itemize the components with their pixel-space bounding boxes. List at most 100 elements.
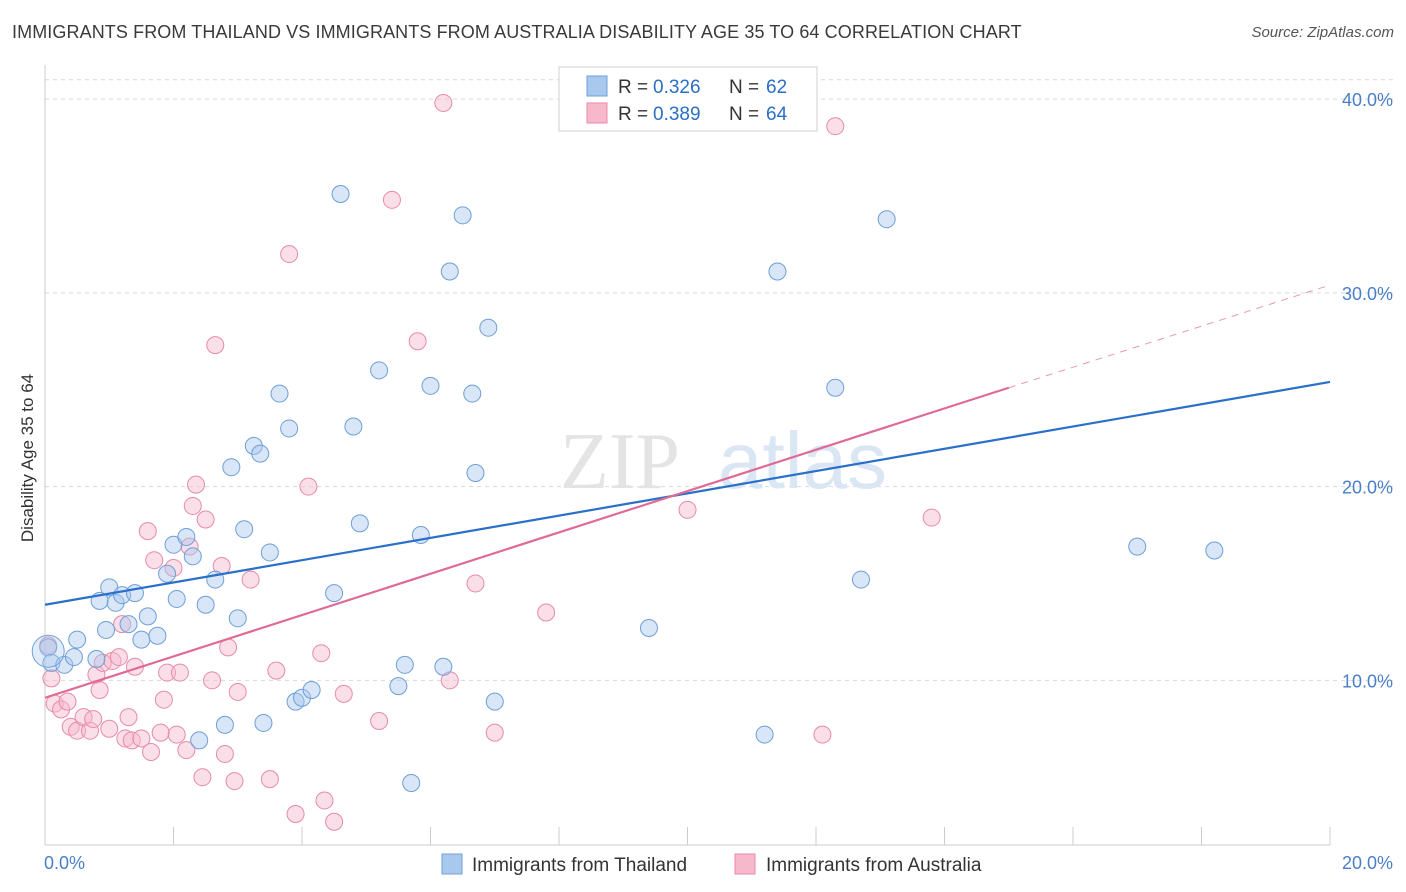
thailand-point xyxy=(826,378,845,397)
y-axis-label: Disability Age 35 to 64 xyxy=(18,374,37,542)
thailand-point xyxy=(434,657,453,676)
thailand-point xyxy=(55,655,74,674)
australia-point xyxy=(138,522,157,541)
thailand-point xyxy=(479,318,498,337)
australia-point xyxy=(119,708,138,727)
thailand-point xyxy=(97,620,116,639)
australia-point xyxy=(183,496,202,515)
thailand-point xyxy=(64,648,83,667)
thailand-point xyxy=(1205,541,1224,560)
legend-n-label-1: N = xyxy=(729,77,759,98)
australia-point xyxy=(813,725,832,744)
thailand-point xyxy=(350,514,369,533)
trend-lines xyxy=(44,284,1331,699)
legend-swatch-australia xyxy=(586,102,608,124)
australia-point xyxy=(260,770,279,789)
thailand-point xyxy=(119,615,138,634)
y-tick-label-0: 10.0% xyxy=(1342,671,1393,691)
australia-point xyxy=(466,574,485,593)
bottom-legend-swatch-australia xyxy=(734,853,756,875)
australia-point xyxy=(90,681,109,699)
bottom-legend-swatch-thailand xyxy=(441,853,463,875)
legend-r-value-1: 0.326 xyxy=(653,77,701,98)
australia-point xyxy=(177,741,196,760)
australia-trend-extension xyxy=(1008,284,1331,389)
thailand-point xyxy=(280,419,299,438)
thailand-point xyxy=(851,570,870,589)
thailand-point xyxy=(167,589,186,608)
australia-point xyxy=(196,510,215,529)
thailand-point xyxy=(755,725,774,744)
legend-n-label-2: N = xyxy=(729,104,759,125)
australia-point xyxy=(382,190,401,209)
thailand-point xyxy=(215,715,234,734)
thailand-cluster-point xyxy=(31,634,65,668)
australia-point xyxy=(158,663,177,682)
australia-point xyxy=(116,729,135,748)
thailand-point xyxy=(463,384,482,403)
thailand-point xyxy=(302,681,321,699)
australia-point xyxy=(434,93,453,112)
legend-r-value-2: 0.389 xyxy=(653,104,701,125)
thailand-point xyxy=(421,376,440,395)
tick-labels: 10.0% 20.0% 30.0% 40.0% 0.0% 20.0% xyxy=(44,90,1393,873)
thailand-point xyxy=(395,655,414,674)
thailand-point xyxy=(1128,537,1147,556)
watermark-zip: ZIP xyxy=(560,418,680,506)
australia-point xyxy=(225,772,244,791)
australia-point xyxy=(206,336,225,355)
australia-point xyxy=(241,570,260,589)
thailand-point xyxy=(260,543,279,562)
legend-r-label-2: R = xyxy=(618,104,648,125)
australia-point xyxy=(167,725,186,744)
thailand-point xyxy=(402,774,421,792)
bottom-legend-australia: Immigrants from Australia xyxy=(766,855,982,876)
watermark-atlas: atlas xyxy=(718,416,887,505)
australia-point xyxy=(678,500,697,519)
australia-point xyxy=(132,729,151,748)
australia-point xyxy=(100,719,119,738)
thailand-point xyxy=(158,564,177,583)
australia-point xyxy=(84,710,103,729)
x-tick-label-1: 20.0% xyxy=(1342,853,1393,873)
thailand-point xyxy=(485,692,504,711)
thailand-point xyxy=(68,630,87,649)
australia-point xyxy=(315,791,334,810)
thailand-point xyxy=(138,607,157,626)
y-tick-label-1: 20.0% xyxy=(1342,478,1393,498)
australia-point xyxy=(312,644,331,663)
thailand-point xyxy=(132,630,151,649)
australia-point xyxy=(299,477,318,496)
thailand-point xyxy=(325,584,344,603)
australia-point xyxy=(142,743,161,761)
thailand-point xyxy=(190,731,209,750)
australia-point xyxy=(280,245,299,264)
legend-n-value-1: 62 xyxy=(766,77,787,98)
australia-point xyxy=(537,603,556,622)
x-tick-label-0: 0.0% xyxy=(44,853,85,873)
grid xyxy=(45,79,1395,681)
australia-point xyxy=(485,723,504,742)
australia-point xyxy=(80,721,99,740)
australia-point xyxy=(826,117,845,136)
thailand-point xyxy=(440,262,459,281)
australia-point xyxy=(170,663,189,682)
y-tick-label-3: 40.0% xyxy=(1342,90,1393,110)
legend-box: R = 0.326 N = 62 R = 0.389 N = 64 xyxy=(558,66,818,132)
thailand-point xyxy=(270,384,289,403)
bottom-legend: Immigrants from Thailand Immigrants from… xyxy=(441,853,982,876)
thailand-point xyxy=(254,713,273,732)
australia-point xyxy=(154,690,173,709)
australia-point xyxy=(180,537,199,556)
thailand-point xyxy=(235,520,254,539)
source-label: Source: ZipAtlas.com xyxy=(1251,24,1394,41)
thailand-point xyxy=(228,609,247,628)
series-australia-points xyxy=(39,93,941,831)
thailand-point xyxy=(251,444,270,463)
thailand-point xyxy=(877,210,896,229)
chart-title: IMMIGRANTS FROM THAILAND VS IMMIGRANTS F… xyxy=(12,22,1022,42)
series-thailand-points xyxy=(31,185,1224,792)
bottom-legend-thailand: Immigrants from Thailand xyxy=(472,855,687,876)
australia-point xyxy=(109,648,128,667)
